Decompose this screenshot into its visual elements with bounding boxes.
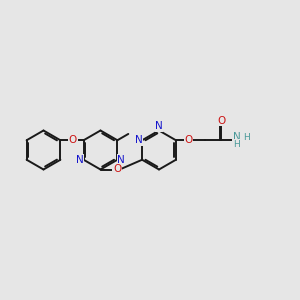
Text: O: O	[113, 164, 121, 175]
Text: N: N	[117, 155, 125, 165]
Text: N: N	[135, 135, 142, 145]
Text: H: H	[233, 140, 240, 148]
Text: N: N	[155, 121, 163, 131]
Text: O: O	[218, 116, 226, 126]
Text: N: N	[76, 155, 84, 165]
Text: O: O	[69, 135, 77, 145]
Text: H: H	[243, 133, 250, 142]
Text: N: N	[232, 132, 240, 142]
Text: O: O	[184, 135, 193, 145]
